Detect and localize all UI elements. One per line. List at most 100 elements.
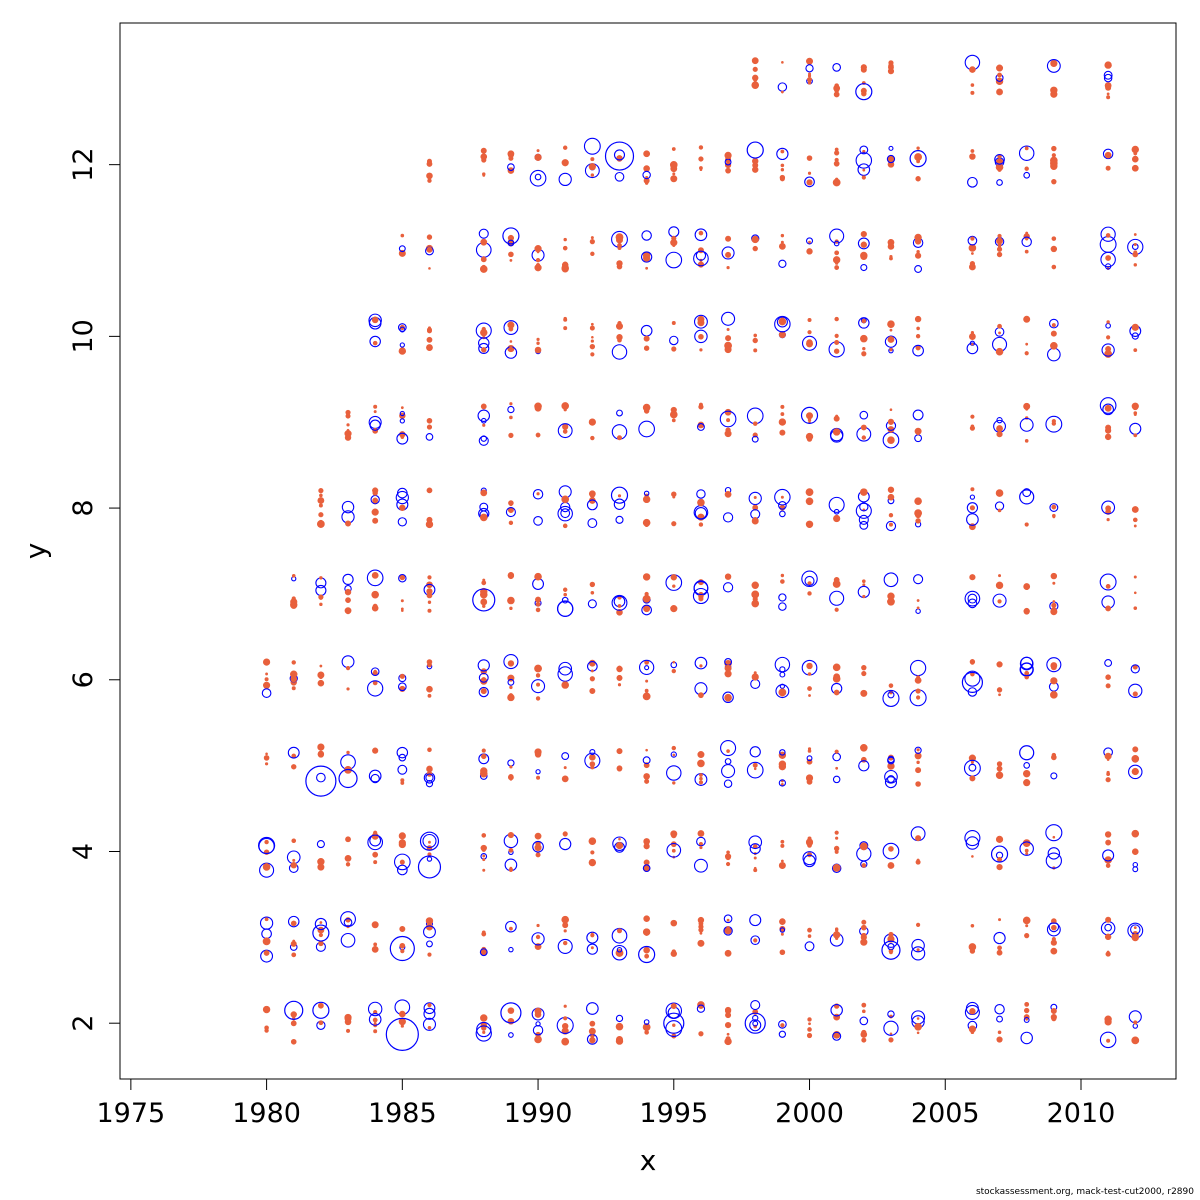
residual-bubble-negative (916, 677, 921, 682)
residual-bubble-negative (1106, 1038, 1111, 1043)
residual-bubble-negative (698, 404, 704, 410)
residual-bubble-positive (532, 1024, 544, 1036)
residual-bubble-positive (1102, 403, 1114, 416)
residual-bubble-positive (1046, 58, 1061, 73)
residual-bubble-positive (1046, 657, 1062, 673)
residual-bubble-negative (834, 830, 839, 835)
residual-bubble-positive (507, 759, 515, 767)
residual-bubble-negative (617, 683, 622, 687)
residual-bubble-positive (829, 590, 845, 606)
residual-bubble-positive (557, 666, 573, 682)
residual-bubble-negative (643, 692, 650, 699)
residual-bubble-negative (834, 666, 839, 670)
residual-bubble-negative (643, 946, 650, 954)
residual-bubble-negative (995, 581, 1004, 590)
residual-bubble-positive (779, 666, 786, 673)
residual-bubble-positive (969, 494, 976, 500)
residual-bubble-negative (1051, 153, 1056, 158)
residual-bubble-negative (807, 1027, 812, 1032)
residual-bubble-negative (779, 925, 786, 932)
residual-bubble-positive (642, 864, 651, 873)
residual-bubble-negative (724, 693, 732, 702)
residual-bubble-negative (1052, 345, 1056, 350)
residual-bubble-negative (996, 761, 1003, 767)
residual-bubble-negative (264, 839, 269, 845)
residual-bubble-negative (724, 1022, 732, 1029)
residual-bubble-positive (1099, 573, 1117, 591)
residual-bubble-positive (1049, 503, 1059, 512)
residual-bubble-negative (1133, 243, 1137, 247)
residual-bubble-positive (888, 145, 894, 151)
residual-bubble-negative (753, 77, 758, 82)
residual-bubble-positive (1099, 397, 1117, 414)
residual-bubble-negative (780, 573, 785, 578)
residual-bubble-negative (1104, 404, 1112, 412)
residual-bubble-negative (860, 756, 867, 763)
residual-bubble-negative (1104, 433, 1112, 441)
residual-bubble-negative (997, 323, 1002, 329)
residual-bubble-negative (996, 661, 1003, 668)
residual-bubble-large (284, 1000, 304, 1020)
residual-bubble-negative (805, 432, 814, 441)
residual-bubble-negative (998, 574, 1002, 578)
residual-bubble-positive (398, 245, 406, 253)
residual-bubble-negative (889, 950, 893, 955)
residual-bubble-negative (780, 90, 784, 94)
residual-bubble-positive (557, 423, 573, 439)
residual-bubble-negative (426, 592, 433, 599)
residual-bubble-positive (967, 598, 978, 609)
residual-bubble-negative (345, 597, 351, 604)
residual-bubble-positive (883, 1020, 899, 1036)
residual-bubble-positive (966, 513, 979, 526)
residual-bubble-negative (888, 63, 894, 69)
residual-bubble-negative (969, 333, 976, 340)
residual-bubble-negative (671, 668, 676, 674)
residual-bubble-negative (916, 748, 920, 752)
residual-bubble-negative (861, 924, 867, 931)
residual-bubble-negative (751, 81, 760, 89)
residual-bubble-negative (1025, 407, 1029, 411)
residual-bubble-negative (616, 435, 622, 441)
residual-bubble-positive (535, 769, 541, 775)
residual-bubble-negative (915, 176, 921, 182)
residual-bubble-positive (804, 941, 815, 952)
residual-bubble-positive (612, 836, 627, 851)
residual-bubble-positive (396, 746, 409, 759)
residual-bubble-positive (507, 678, 515, 686)
residual-bubble-positive (670, 751, 677, 758)
residual-bubble-negative (1022, 839, 1031, 848)
residual-bubble-negative (698, 596, 704, 602)
residual-bubble-negative (780, 233, 785, 238)
residual-bubble-negative (590, 339, 594, 343)
residual-bubble-negative (588, 837, 597, 845)
residual-bubble-positive (507, 163, 515, 171)
residual-bubble-negative (1024, 439, 1029, 443)
residual-bubble-negative (563, 326, 568, 331)
residual-bubble-positive (367, 680, 384, 697)
residual-bubble-negative (644, 1030, 649, 1035)
residual-bubble-positive (748, 835, 763, 850)
residual-bubble-negative (751, 235, 759, 244)
residual-bubble-negative (1052, 1018, 1056, 1021)
residual-bubble-negative (534, 1011, 542, 1018)
residual-bubble-negative (998, 918, 1002, 922)
residual-bubble-negative (726, 850, 730, 855)
residual-bubble-negative (724, 664, 732, 672)
residual-bubble-large (257, 836, 276, 855)
residual-bubble-negative (725, 573, 732, 580)
residual-bubble-positive (746, 407, 764, 425)
residual-bubble-negative (563, 1004, 567, 1008)
residual-bubble-negative (398, 1018, 406, 1026)
residual-bubble-negative (970, 923, 975, 928)
residual-bubble-large (389, 935, 415, 962)
residual-bubble-positive (912, 344, 924, 357)
residual-bubble-negative (426, 234, 433, 240)
residual-bubble-negative (372, 490, 378, 496)
residual-bubble-positive (886, 154, 896, 164)
residual-bubble-negative (534, 572, 542, 581)
residual-bubble-positive (693, 580, 709, 596)
residual-bubble-negative (588, 490, 596, 498)
residual-bubble-negative (643, 605, 650, 612)
residual-bubble-negative (1106, 335, 1111, 340)
residual-bubble-positive (748, 491, 762, 506)
